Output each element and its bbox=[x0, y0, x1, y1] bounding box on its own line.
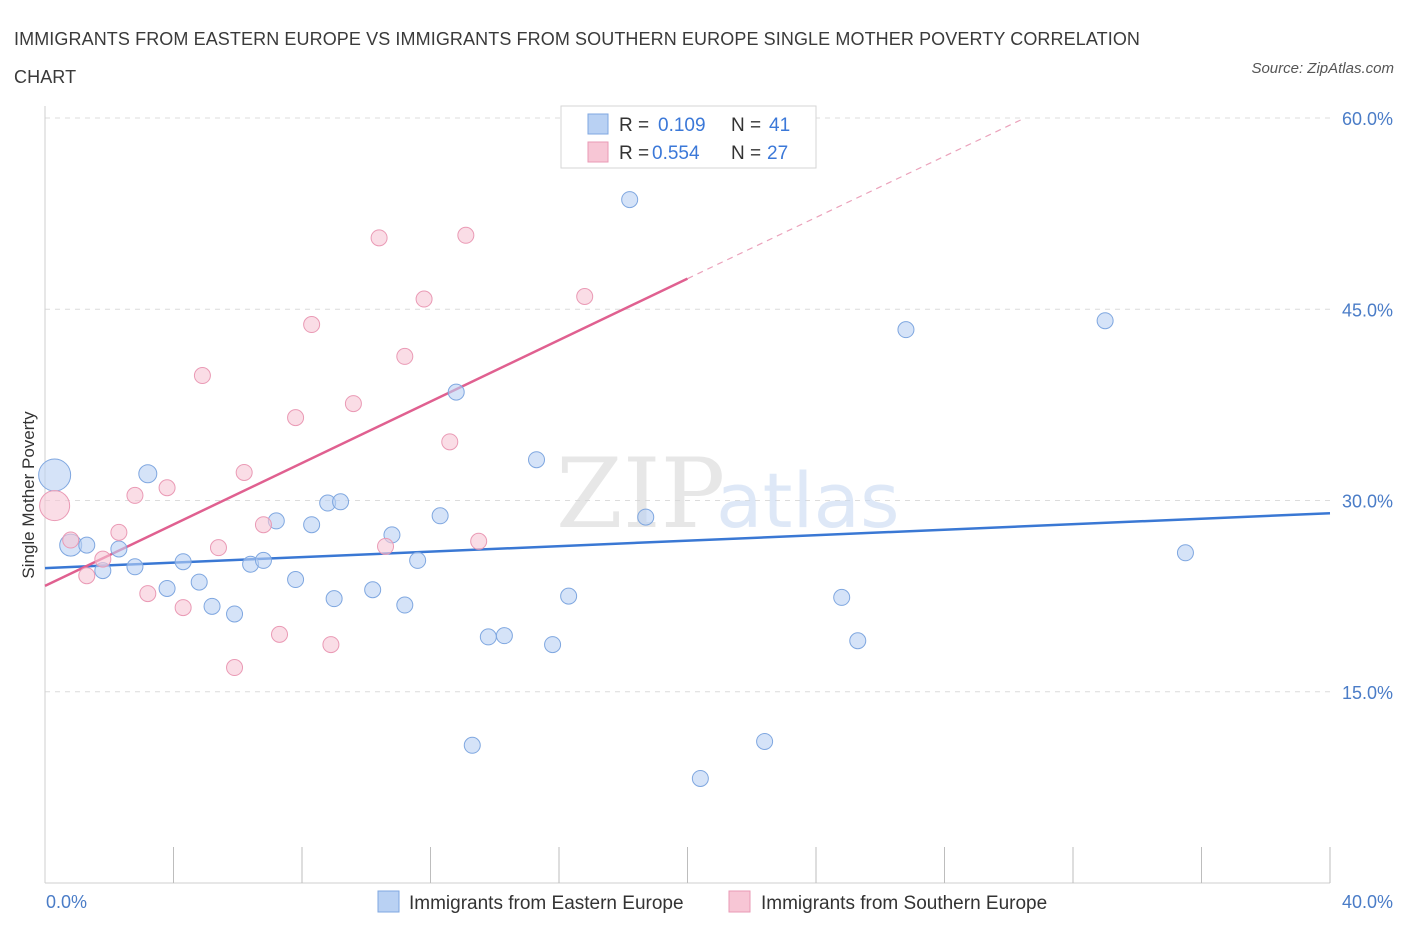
point-eastern-32 bbox=[621, 191, 639, 209]
point-eastern-25 bbox=[447, 383, 465, 401]
point-eastern-34 bbox=[691, 769, 709, 787]
point-southern-23 bbox=[441, 433, 459, 451]
point-southern-18 bbox=[344, 395, 362, 413]
y-tick-label-3: 60.0% bbox=[1342, 109, 1393, 129]
point-southern-11 bbox=[226, 659, 244, 677]
trend-line-southern-extension bbox=[687, 117, 1026, 280]
point-southern-13 bbox=[254, 516, 272, 534]
watermark: ZIP atlas bbox=[556, 438, 900, 550]
point-eastern-2 bbox=[78, 536, 96, 554]
point-southern-22 bbox=[415, 290, 433, 308]
x-tick-label-1: 40.0% bbox=[1342, 892, 1393, 912]
point-eastern-31 bbox=[560, 587, 578, 605]
point-southern-25 bbox=[470, 532, 488, 550]
point-southern-5 bbox=[126, 486, 144, 504]
point-southern-21 bbox=[396, 347, 414, 365]
legend-blue-n-value: 41 bbox=[769, 115, 790, 136]
point-southern-12 bbox=[235, 463, 253, 481]
point-eastern-38 bbox=[897, 321, 915, 339]
data-points bbox=[38, 191, 1194, 787]
point-southern-2 bbox=[78, 567, 96, 585]
legend-blue-swatch bbox=[587, 113, 609, 135]
point-southern-7 bbox=[158, 479, 176, 497]
bottom-legend-pink-label: Immigrants from Southern Europe bbox=[761, 893, 1047, 914]
point-eastern-10 bbox=[203, 597, 221, 615]
point-southern-6 bbox=[139, 585, 157, 603]
point-eastern-26 bbox=[463, 736, 481, 754]
y-tick-label-0: 15.0% bbox=[1342, 683, 1393, 703]
point-eastern-28 bbox=[495, 627, 513, 645]
series-legend: Immigrants from Eastern Europe Immigrant… bbox=[377, 890, 1047, 914]
point-eastern-35 bbox=[756, 732, 774, 750]
point-eastern-16 bbox=[303, 516, 321, 534]
point-southern-3 bbox=[94, 550, 112, 568]
watermark-atlas: atlas bbox=[716, 456, 900, 545]
point-southern-19 bbox=[370, 229, 388, 247]
point-eastern-22 bbox=[396, 596, 414, 614]
legend-pink-n-label: N = bbox=[731, 143, 761, 164]
point-southern-8 bbox=[174, 599, 192, 617]
axes bbox=[44, 106, 1331, 884]
point-eastern-8 bbox=[174, 553, 192, 571]
point-southern-26 bbox=[576, 288, 594, 305]
point-southern-9 bbox=[193, 367, 211, 385]
point-southern-4 bbox=[110, 523, 128, 541]
point-eastern-40 bbox=[1176, 544, 1194, 562]
point-eastern-6 bbox=[138, 464, 158, 484]
legend-blue-n-label: N = bbox=[731, 115, 761, 136]
point-southern-16 bbox=[303, 316, 321, 334]
grid-lines bbox=[45, 117, 1330, 693]
point-eastern-37 bbox=[849, 632, 867, 650]
point-eastern-27 bbox=[479, 628, 497, 646]
correlation-legend: R = 0.109 N = 41 R = 0.554 N = 27 bbox=[560, 105, 817, 169]
point-southern-24 bbox=[457, 226, 475, 244]
point-eastern-13 bbox=[254, 551, 272, 569]
legend-pink-r-label: R = bbox=[619, 143, 649, 164]
point-eastern-4 bbox=[110, 540, 128, 558]
chart-title: IMMIGRANTS FROM EASTERN EUROPE VS IMMIGR… bbox=[14, 29, 1141, 87]
point-southern-1 bbox=[62, 531, 80, 549]
point-eastern-20 bbox=[364, 581, 382, 599]
point-eastern-39 bbox=[1096, 312, 1114, 330]
point-southern-14 bbox=[271, 625, 289, 643]
point-eastern-30 bbox=[544, 636, 562, 654]
point-southern-20 bbox=[377, 537, 395, 555]
point-eastern-29 bbox=[528, 451, 546, 469]
legend-blue-r-label: R = bbox=[619, 115, 649, 136]
point-eastern-11 bbox=[226, 605, 244, 623]
bottom-legend-pink-swatch bbox=[728, 890, 751, 913]
y-axis-label: Single Mother Poverty bbox=[19, 411, 38, 579]
point-eastern-5 bbox=[126, 558, 144, 576]
point-southern-17 bbox=[322, 636, 340, 654]
watermark-zip: ZIP bbox=[556, 438, 725, 550]
point-southern-10 bbox=[209, 539, 227, 557]
point-eastern-19 bbox=[325, 590, 343, 608]
trend-line-southern bbox=[44, 277, 689, 588]
x-tick-label-0: 0.0% bbox=[46, 892, 87, 912]
legend-blue-r-value: 0.109 bbox=[658, 115, 706, 136]
legend-pink-r-value: 0.554 bbox=[652, 143, 700, 164]
point-eastern-24 bbox=[431, 507, 449, 525]
y-tick-labels: 15.0% 30.0% 45.0% 60.0% bbox=[1342, 109, 1393, 703]
point-eastern-18 bbox=[332, 493, 350, 511]
source-label: Source: ZipAtlas.com bbox=[1251, 60, 1394, 77]
legend-pink-n-value: 27 bbox=[767, 143, 788, 164]
point-southern-15 bbox=[287, 409, 305, 427]
point-eastern-7 bbox=[158, 579, 176, 597]
point-eastern-0 bbox=[38, 458, 72, 492]
x-tick-labels: 0.0% 40.0% bbox=[46, 892, 1393, 912]
bottom-legend-blue-label: Immigrants from Eastern Europe bbox=[409, 893, 684, 914]
point-eastern-9 bbox=[190, 573, 208, 591]
point-southern-0 bbox=[39, 490, 71, 522]
point-eastern-23 bbox=[409, 551, 427, 569]
y-tick-label-2: 45.0% bbox=[1342, 300, 1393, 320]
legend-pink-swatch bbox=[587, 141, 609, 163]
y-tick-label-1: 30.0% bbox=[1342, 492, 1393, 512]
point-eastern-36 bbox=[833, 588, 851, 606]
point-eastern-33 bbox=[637, 508, 655, 526]
bottom-legend-blue-swatch bbox=[377, 890, 400, 913]
point-eastern-15 bbox=[287, 571, 305, 589]
